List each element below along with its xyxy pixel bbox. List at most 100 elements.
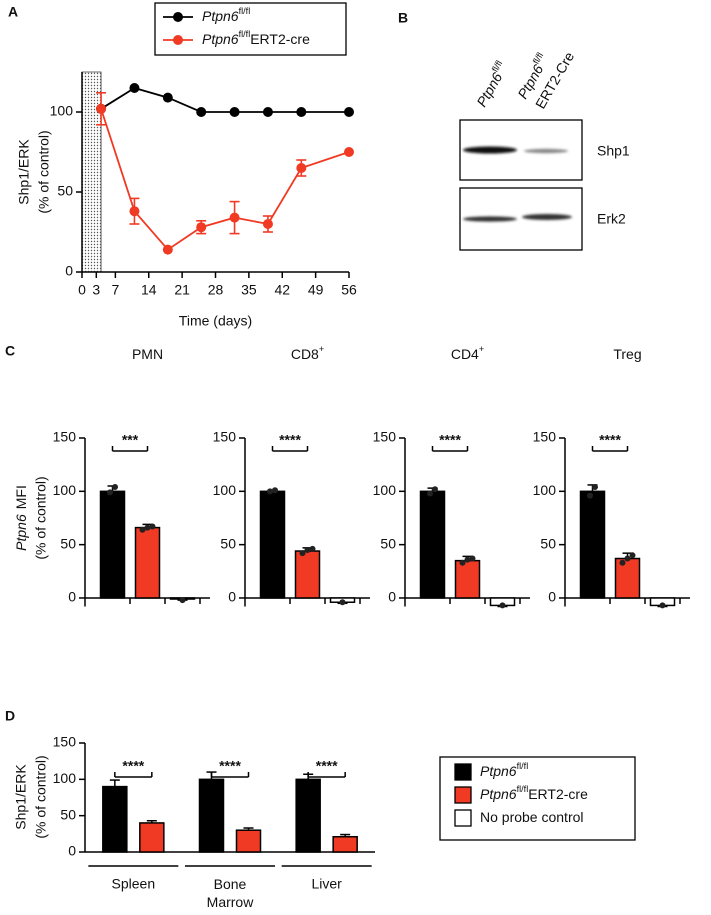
lane-label: Ptpn6fl/fl xyxy=(472,59,511,109)
y-tick-label: 100 xyxy=(53,482,77,498)
x-tick-label: 28 xyxy=(208,282,224,298)
y-axis-label: Shp1/ERK xyxy=(16,139,32,205)
chart-title: CD8+ xyxy=(291,344,324,361)
y-axis-label: (% of control) xyxy=(36,130,52,213)
replicate-point xyxy=(432,486,438,493)
label-part: Ptpn6 xyxy=(13,514,29,551)
y-tick-label: 150 xyxy=(533,429,557,445)
panel-label: D xyxy=(5,708,15,724)
label-part: Ptpn6 xyxy=(202,8,239,24)
data-point xyxy=(129,206,140,217)
label-part: + xyxy=(479,344,484,354)
legend-label: Ptpn6fl/fl xyxy=(202,6,250,23)
legend-swatch xyxy=(454,763,472,781)
panel-label: A xyxy=(8,4,18,20)
legend-label: Ptpn6fl/flERT2-cre xyxy=(202,29,310,46)
y-tick-label: 0 xyxy=(65,263,73,279)
blot-band xyxy=(463,146,517,154)
data-point xyxy=(129,83,140,93)
replicate-point xyxy=(464,556,471,563)
legend-marker xyxy=(173,35,183,45)
band-label: Shp1 xyxy=(597,143,630,159)
replicate-point xyxy=(267,488,273,495)
significance-label: *** xyxy=(122,432,139,448)
replicate-point xyxy=(499,602,506,609)
y-tick-label: 0 xyxy=(68,589,76,605)
bar xyxy=(198,778,225,853)
data-point xyxy=(196,107,207,117)
bar xyxy=(579,490,606,599)
label-part: ERT2-cre xyxy=(250,31,310,47)
significance-bracket xyxy=(431,446,469,452)
label-part: ERT2-cre xyxy=(528,786,588,802)
replicate-point xyxy=(339,599,346,606)
replicate-point xyxy=(659,602,666,609)
bar xyxy=(419,490,446,599)
replicate-point xyxy=(179,597,186,604)
replicate-point xyxy=(144,524,151,531)
replicate-point xyxy=(304,546,311,553)
significance-bracket xyxy=(210,772,250,778)
data-point xyxy=(162,92,173,103)
replicate-point xyxy=(629,552,636,559)
significance-bracket xyxy=(114,772,153,778)
chart-title: PMN xyxy=(132,346,163,362)
bar xyxy=(134,526,161,599)
label-part: Treg xyxy=(613,346,641,362)
label-part: Ptpn6 xyxy=(473,69,505,109)
replicate-point xyxy=(469,555,476,562)
replicate-point xyxy=(592,484,598,491)
y-axis-label: Shp1/ERK xyxy=(13,764,29,830)
replicate-point xyxy=(139,526,146,533)
replicate-point xyxy=(299,550,306,557)
label-part: No probe control xyxy=(480,809,584,825)
replicate-point xyxy=(427,490,433,497)
data-point xyxy=(162,244,173,255)
y-tick-label: 100 xyxy=(50,103,74,119)
significance-label: **** xyxy=(219,758,241,774)
bar xyxy=(139,822,165,853)
bar xyxy=(332,835,358,853)
data-point xyxy=(262,107,273,117)
data-point xyxy=(344,107,354,117)
bar xyxy=(294,550,321,599)
x-tick-label: 21 xyxy=(174,282,190,298)
blot-band xyxy=(524,148,568,154)
label-part: PMN xyxy=(132,346,163,362)
y-tick-label: 100 xyxy=(373,482,397,498)
legend-box xyxy=(439,756,636,841)
data-point xyxy=(96,103,107,114)
bar xyxy=(235,829,262,853)
label-part: fl/fl xyxy=(239,29,251,39)
significance-label: **** xyxy=(279,432,301,448)
panel-label: C xyxy=(5,343,15,359)
bar xyxy=(259,490,286,599)
replicate-point xyxy=(112,484,118,491)
data-point xyxy=(296,107,307,117)
x-tick-label: Spleen xyxy=(112,876,156,892)
legend-swatch xyxy=(454,809,472,827)
significance-label: **** xyxy=(599,432,621,448)
y-tick-label: 0 xyxy=(68,843,76,859)
legend-label: No probe control xyxy=(480,809,584,825)
x-axis-label: Time (days) xyxy=(179,313,252,329)
series-line xyxy=(100,87,349,113)
shaded-region xyxy=(81,71,102,273)
significance-label: **** xyxy=(316,758,338,774)
replicate-point xyxy=(272,487,278,494)
y-tick-label: 50 xyxy=(220,535,236,551)
label-part: Ptpn6 xyxy=(480,786,517,802)
x-tick-label: 0 xyxy=(78,282,86,298)
y-tick-label: 50 xyxy=(60,806,76,822)
label-part: fl/fl xyxy=(517,784,529,794)
x-tick-label: 35 xyxy=(241,282,257,298)
data-point xyxy=(296,163,307,173)
panel-label: B xyxy=(398,10,408,26)
y-tick-label: 0 xyxy=(228,589,236,605)
legend-swatch xyxy=(454,786,472,804)
replicate-point xyxy=(107,489,113,496)
x-tick-label: 3 xyxy=(92,282,100,298)
y-tick-label: 150 xyxy=(213,429,237,445)
label-part: + xyxy=(319,344,324,354)
